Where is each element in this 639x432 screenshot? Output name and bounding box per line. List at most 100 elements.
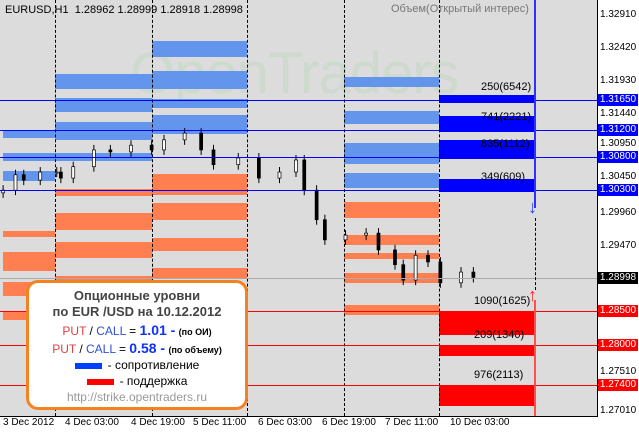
- price-tick: 1.27010: [600, 405, 637, 416]
- support-zone: [55, 242, 152, 258]
- support-zone: [344, 235, 439, 245]
- time-tick: 3 Dec 2012: [3, 417, 55, 428]
- source-url[interactable]: http://strike.opentraders.ru: [66, 390, 208, 404]
- resistance-zone: [152, 71, 247, 89]
- support-zone: [344, 253, 439, 259]
- legend-support: - поддержка: [29, 374, 245, 389]
- ratio-vol-value: 0.58 -: [129, 340, 166, 356]
- time-tick: 6 Dec 19:00: [322, 417, 376, 428]
- ratio-oi-row: PUT / CALL = 1.01 - (по ОИ): [29, 322, 245, 339]
- price-tick: 1.32420: [600, 41, 637, 53]
- divider-dashed: [535, 218, 536, 290]
- candle: [162, 139, 166, 151]
- candle: [54, 171, 59, 174]
- chart-header: EURUSD,H1 1.28962 1.28999 1.28918 1.2899…: [5, 4, 243, 17]
- resistance-zone: [55, 122, 152, 140]
- time-tick: 10 Dec 03:00: [450, 417, 510, 428]
- period-separator: [344, 0, 345, 416]
- price-tick: 1.29960: [600, 207, 637, 218]
- slash: /: [79, 342, 83, 356]
- current-price-line: [0, 277, 597, 279]
- price-tick: 1.32910: [600, 9, 637, 20]
- candle: [59, 171, 63, 179]
- candle: [393, 249, 397, 266]
- call-label: CALL: [86, 342, 116, 356]
- price-tag: 1.30300: [598, 184, 638, 197]
- price-tick: 1.31440: [600, 107, 637, 119]
- legend-support-label: - поддержка: [119, 374, 188, 388]
- period-separator: [55, 0, 56, 416]
- resistance-zone: [152, 115, 247, 134]
- support-zone: [3, 252, 55, 271]
- candle: [294, 159, 298, 173]
- period-separator: [439, 0, 440, 416]
- candle: [459, 271, 463, 284]
- candle: [149, 144, 154, 151]
- resistance-zone: [439, 140, 535, 159]
- candle: [471, 271, 476, 278]
- price-tag: 1.28000: [598, 338, 638, 351]
- candle: [413, 254, 418, 281]
- support-zone: [152, 238, 247, 251]
- resistance-zone: [344, 173, 439, 188]
- level-label: 250(6542): [481, 80, 532, 93]
- equals: =: [118, 342, 126, 356]
- ratio-vol-row: PUT / CALL = 0.58 - (по объему): [29, 340, 245, 357]
- price-tag: 1.30800: [598, 150, 638, 163]
- candle: [129, 144, 133, 153]
- candle: [323, 219, 327, 241]
- support-zone: [439, 346, 535, 356]
- candle: [277, 171, 282, 179]
- candle: [364, 232, 368, 236]
- resistance-line: [0, 99, 597, 101]
- time-tick: 4 Dec 03:00: [65, 417, 119, 428]
- price-tag: 1.27400: [598, 378, 638, 391]
- candle: [108, 149, 113, 153]
- arrow-up-icon: ↑: [528, 285, 537, 305]
- resistance-zone: [152, 99, 247, 108]
- candle: [257, 157, 261, 179]
- price-chart[interactable]: OpenTraders 250(6542) 741(2221) 835(1112) 3…: [0, 0, 598, 417]
- resistance-zone: [439, 179, 535, 192]
- candlesticks: [1, 128, 476, 288]
- period-separator: [247, 0, 248, 416]
- candle: [182, 132, 187, 141]
- resistance-zone: [55, 98, 152, 112]
- resistance-zone: [152, 41, 247, 57]
- support-line: [0, 310, 597, 312]
- resistance-line: [0, 190, 597, 192]
- ratio-vol-note: (по объему): [168, 345, 222, 355]
- candle: [71, 166, 76, 179]
- level-label: 741(2221): [481, 110, 532, 123]
- candle: [401, 264, 406, 281]
- info-subtitle: по EUR /USD на 10.12.2012: [52, 304, 222, 319]
- support-zone: [3, 231, 55, 237]
- legend-resistance-label: - сопротивление: [107, 358, 200, 372]
- candle: [343, 234, 348, 241]
- current-price-tag: 1.28998: [598, 271, 638, 284]
- price-tag: 1.28500: [598, 304, 638, 317]
- call-label: CALL: [96, 324, 126, 338]
- level-label: 209(1340): [474, 328, 525, 341]
- candle: [92, 149, 96, 168]
- price-tick: 1.27510: [600, 365, 637, 377]
- candle: [426, 254, 430, 263]
- candle: [236, 157, 241, 166]
- slash: /: [89, 324, 93, 338]
- support-zone: [439, 386, 535, 406]
- resistance-swatch: [74, 362, 102, 369]
- put-label: PUT: [52, 342, 76, 356]
- support-zone: [439, 311, 535, 335]
- resistance-zone: [344, 77, 439, 87]
- candle: [13, 174, 18, 191]
- price-tick: 1.30450: [600, 171, 637, 183]
- candle: [199, 132, 203, 151]
- support-vertical-line: [534, 300, 536, 416]
- candle: [38, 171, 43, 181]
- resistance-line: [0, 129, 597, 131]
- price-tick: 1.31930: [600, 74, 637, 86]
- price-tag: 1.31650: [598, 93, 638, 106]
- resistance-zone: [439, 116, 535, 132]
- support-zone: [152, 174, 247, 195]
- time-tick: 6 Dec 03:00: [258, 417, 312, 428]
